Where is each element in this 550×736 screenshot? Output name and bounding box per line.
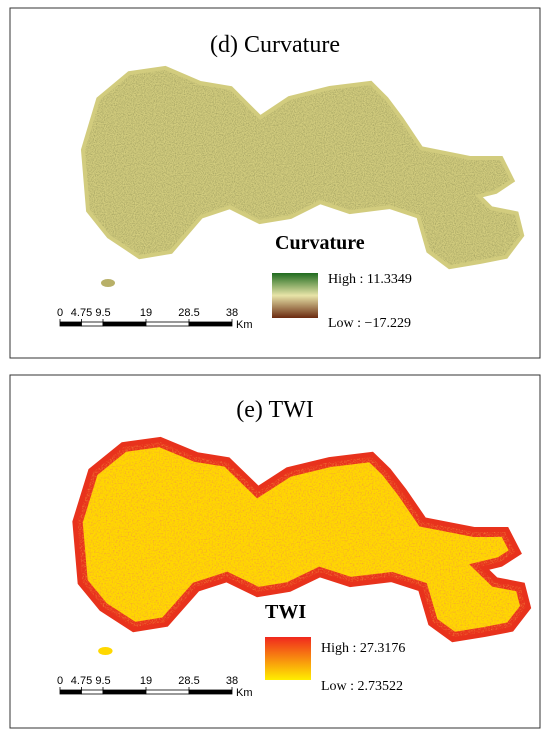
scale-label: 0 (57, 675, 63, 687)
scale-unit: Km (236, 687, 253, 699)
legend-title: TWI (265, 601, 306, 623)
scale-label: 38 (226, 307, 238, 319)
legend-low: Low : 2.73522 (321, 679, 403, 694)
map (85, 70, 520, 287)
scale-segment (59, 321, 82, 327)
scale-segment (188, 321, 233, 327)
scale-segment (145, 321, 190, 327)
legend-high: High : 27.3176 (321, 641, 405, 656)
panel-frame (9, 374, 541, 729)
scale-label: 0 (57, 307, 63, 319)
scale-label: 28.5 (178, 307, 199, 319)
panel-title: (e) TWI (236, 397, 314, 423)
legend-title: Curvature (275, 232, 365, 254)
scale-segment (81, 321, 104, 327)
scale-segment (188, 689, 233, 695)
scale-segment (102, 321, 147, 327)
scale-label: 4.75 (71, 675, 92, 687)
scale-segment (145, 689, 190, 695)
legend-high: High : 11.3349 (328, 272, 412, 287)
map (78, 442, 526, 655)
scale-segment (81, 689, 104, 695)
scale-label: 28.5 (178, 675, 199, 687)
scale-label: 38 (226, 675, 238, 687)
panel-title: (d) Curvature (210, 32, 340, 58)
legend-low: Low : −17.229 (328, 316, 411, 331)
scale-label: 19 (140, 307, 152, 319)
legend-ramp (265, 637, 311, 680)
scale-label: 4.75 (71, 307, 92, 319)
panel-frame (9, 7, 541, 359)
scale-label: 9.5 (95, 675, 110, 687)
legend-ramp (272, 273, 318, 318)
scale-unit: Km (236, 319, 253, 331)
scale-label: 19 (140, 675, 152, 687)
scale-segment (59, 689, 82, 695)
scale-segment (102, 689, 147, 695)
scale-label: 9.5 (95, 307, 110, 319)
